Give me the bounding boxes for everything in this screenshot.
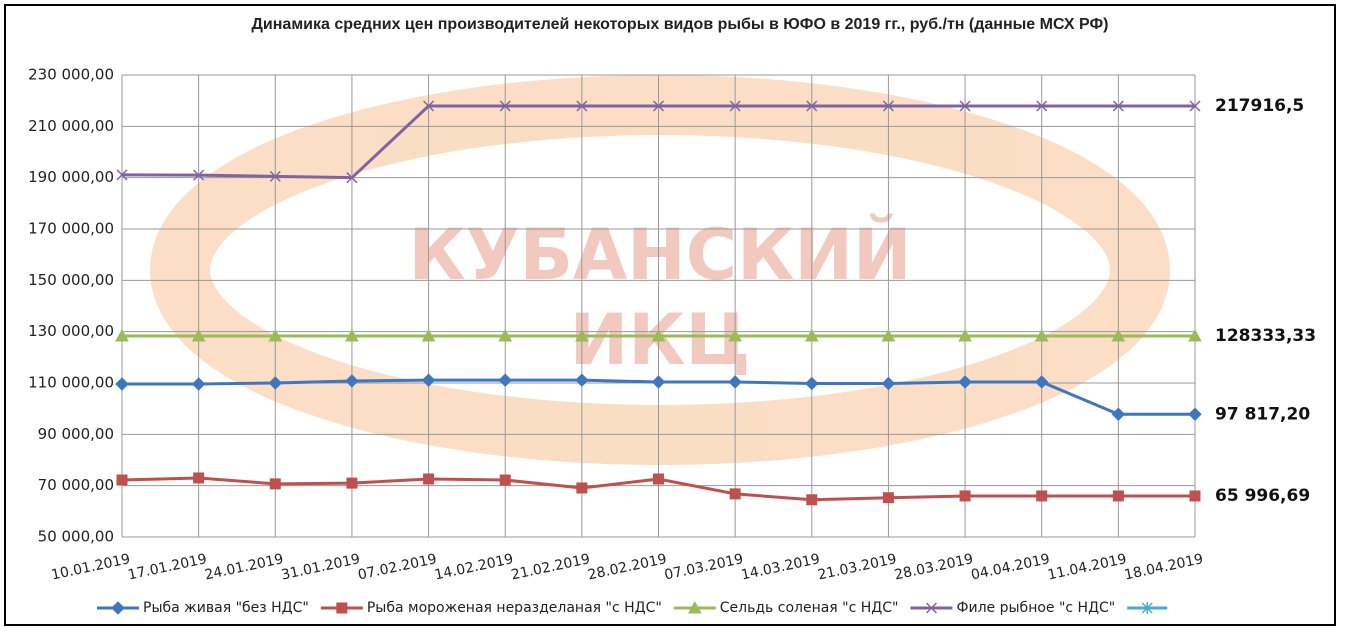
chart-title: Динамика средних цен производителей неко… xyxy=(130,12,1230,38)
y-tick-label: 210 000,00 xyxy=(28,117,114,135)
legend-label: Филе рыбное "с НДС" xyxy=(956,600,1115,616)
marker xyxy=(654,474,664,484)
y-tick-label: 170 000,00 xyxy=(28,220,114,238)
marker xyxy=(960,491,970,501)
marker xyxy=(500,475,510,485)
end-label: 65 996,69 xyxy=(1215,486,1310,506)
end-label: 97 817,20 xyxy=(1215,404,1310,424)
marker xyxy=(1037,491,1047,501)
y-tick-label: 150 000,00 xyxy=(28,271,114,289)
marker xyxy=(1190,491,1200,501)
legend-label: Рыба мороженая неразделаная "с НДС" xyxy=(367,600,662,616)
y-tick-label: 70 000,00 xyxy=(38,476,114,494)
y-tick-label: 50 000,00 xyxy=(38,528,114,546)
marker xyxy=(1113,491,1123,501)
marker xyxy=(807,495,817,505)
marker xyxy=(337,603,347,613)
y-tick-label: 110 000,00 xyxy=(28,374,114,392)
legend-item: Рыба мороженая неразделаная "с НДС" xyxy=(321,600,662,616)
y-tick-label: 230 000,00 xyxy=(28,66,114,84)
y-tick-label: 90 000,00 xyxy=(38,425,114,443)
marker xyxy=(730,489,740,499)
marker xyxy=(117,475,127,485)
marker xyxy=(424,474,434,484)
marker xyxy=(577,483,587,493)
watermark-text: КУБАНСКИЙ xyxy=(408,214,911,296)
end-label: 217916,5 xyxy=(1215,96,1304,116)
marker xyxy=(883,493,893,503)
legend-label: Рыба живая "без НДС" xyxy=(143,600,309,616)
marker xyxy=(194,473,204,483)
chart: КУБАНСКИЙ ИКЦ 50 000,0070 000,0090 000,0… xyxy=(0,0,1346,634)
marker xyxy=(270,479,280,489)
end-label: 128333,33 xyxy=(1215,326,1316,346)
y-tick-label: 130 000,00 xyxy=(28,322,114,340)
marker xyxy=(347,478,357,488)
legend-label: Сельдь соленая "с НДС" xyxy=(720,600,899,616)
page: КУБАНСКИЙ ИКЦ 50 000,0070 000,0090 000,0… xyxy=(0,0,1346,634)
y-tick-label: 190 000,00 xyxy=(28,168,114,186)
